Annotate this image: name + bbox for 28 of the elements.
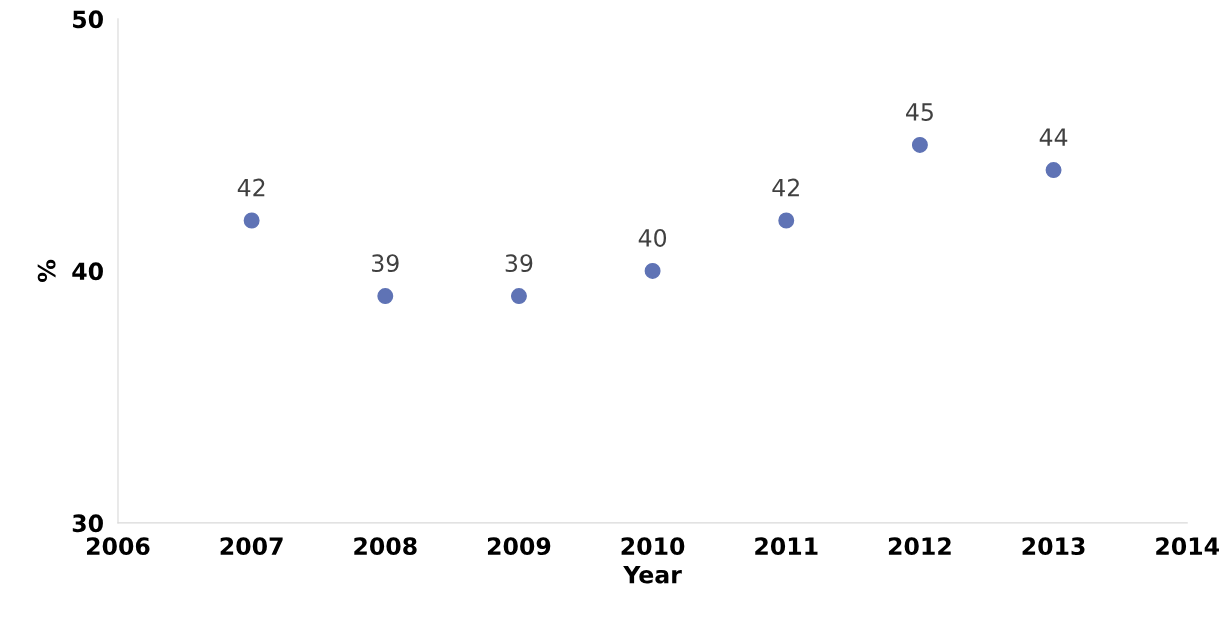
point — [510, 288, 527, 305]
point — [778, 212, 795, 229]
x-tick-label: 2014 — [1156, 537, 1219, 556]
y-axis-title: % — [37, 259, 56, 282]
data-label: 44 — [1039, 128, 1068, 146]
point — [377, 288, 394, 305]
x-tick-label: 2012 — [888, 537, 951, 556]
data-label: 42 — [237, 178, 265, 197]
data-label: 40 — [638, 229, 667, 247]
point — [243, 212, 260, 229]
x-tick-label: 2008 — [354, 537, 417, 556]
x-tick-label: 2009 — [487, 537, 551, 556]
point — [911, 136, 928, 153]
x-tick-label: 2013 — [1022, 537, 1085, 556]
data-label: 45 — [906, 103, 933, 121]
data-label: 39 — [372, 254, 399, 273]
data-label: 42 — [772, 178, 799, 197]
y-tick-label: 30 — [72, 514, 103, 533]
point — [644, 262, 661, 279]
x-axis-title: Year — [623, 565, 682, 584]
point — [1045, 162, 1062, 179]
y-tick-label: 50 — [73, 10, 103, 29]
x-tick-label: 2011 — [755, 537, 818, 556]
x-tick-label: 2010 — [621, 537, 685, 556]
x-tick-label: 2006 — [86, 537, 150, 556]
x-tick-label: 2007 — [220, 537, 283, 556]
data-label: 39 — [505, 254, 533, 273]
y-tick-label: 40 — [72, 262, 103, 281]
